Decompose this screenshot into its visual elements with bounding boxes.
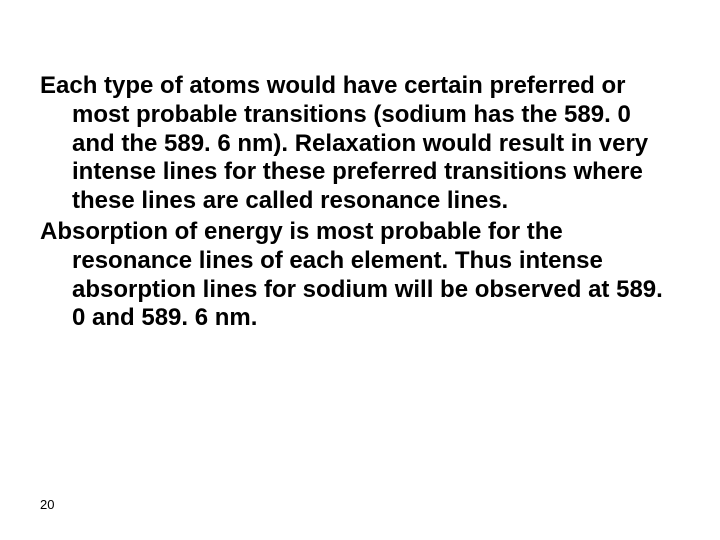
slide: Each type of atoms would have certain pr… xyxy=(0,0,720,540)
page-number: 20 xyxy=(40,497,54,512)
paragraph-2-text: Absorption of energy is most probable fo… xyxy=(40,218,672,333)
paragraph-2: Absorption of energy is most probable fo… xyxy=(40,218,672,333)
paragraph-1: Each type of atoms would have certain pr… xyxy=(40,72,672,216)
paragraph-1-text: Each type of atoms would have certain pr… xyxy=(40,72,672,216)
